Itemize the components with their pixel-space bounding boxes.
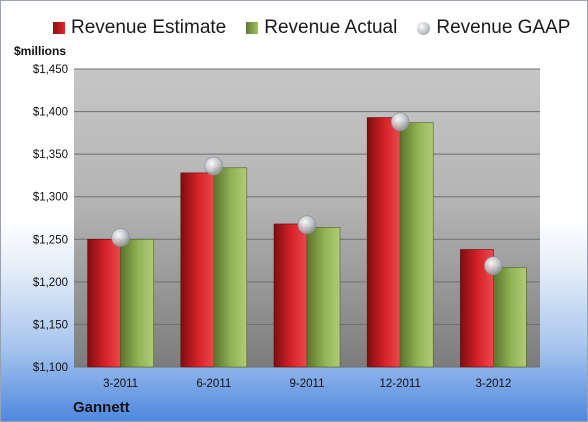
y-tick-label: $1,250 <box>33 234 68 246</box>
bar-estimate <box>87 238 121 368</box>
legend-item-gaap: Revenue GAAP <box>417 17 570 39</box>
bar-actual <box>493 267 527 368</box>
estimate-swatch <box>53 22 65 34</box>
y-tick-label: $1,150 <box>33 319 68 331</box>
y-tick-label: $1,100 <box>33 362 68 374</box>
unit-label: $millions <box>14 44 67 58</box>
legend-label-actual: Revenue Actual <box>264 17 398 38</box>
x-tick-label: 12-2011 <box>380 378 421 390</box>
bar-estimate <box>273 223 308 368</box>
y-tick-label: $1,350 <box>33 149 68 161</box>
marker-gaap <box>204 156 224 176</box>
marker-gaap <box>390 112 410 132</box>
marker-gaap <box>484 256 503 275</box>
y-tick-label: $1,400 <box>33 107 68 119</box>
bar-actual <box>399 122 434 368</box>
bar-estimate <box>180 172 215 368</box>
legend: Revenue Estimate Revenue Actual Revenue … <box>53 17 570 39</box>
x-tick-label: 9-2011 <box>290 378 325 390</box>
y-tick-label: $1,200 <box>33 277 68 289</box>
bar-estimate <box>366 117 401 368</box>
x-tick-label: 6-2011 <box>196 378 231 390</box>
y-tick-label: $1,300 <box>33 192 68 204</box>
legend-label-gaap: Revenue GAAP <box>436 17 571 38</box>
y-tick-label: $1,450 <box>33 64 68 76</box>
legend-item-actual: Revenue Actual <box>246 17 397 39</box>
company-name: Gannett <box>73 399 130 416</box>
bar-actual <box>213 167 248 368</box>
bar-actual <box>120 238 154 368</box>
marker-gaap <box>111 228 130 247</box>
actual-swatch <box>246 22 259 34</box>
legend-item-estimate: Revenue Estimate <box>53 17 226 39</box>
x-tick-label: 3-2011 <box>103 378 138 390</box>
legend-label-estimate: Revenue Estimate <box>71 17 227 38</box>
marker-gaap <box>297 215 317 235</box>
gaap-swatch <box>417 21 431 35</box>
x-tick-label: 3-2012 <box>475 378 511 390</box>
bar-actual <box>306 227 341 368</box>
